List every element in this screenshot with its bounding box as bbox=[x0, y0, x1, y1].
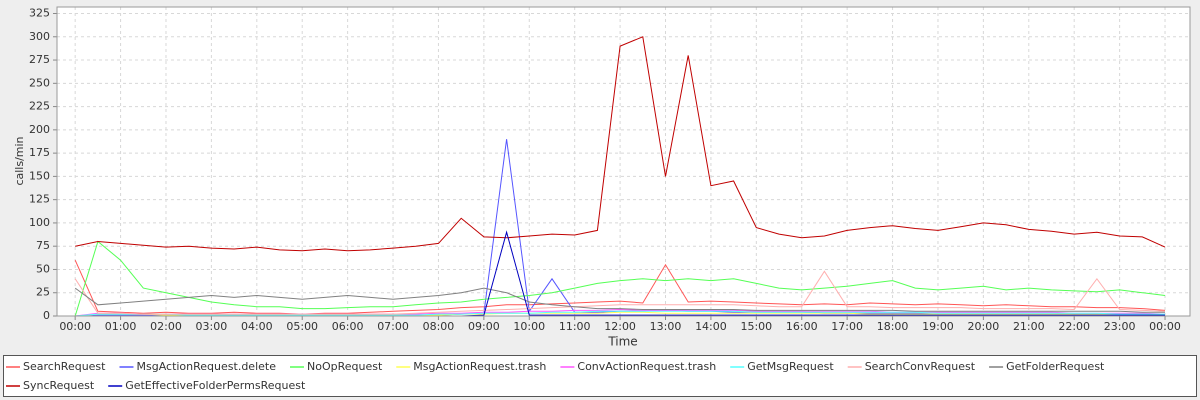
x-tick-label: 23:00 bbox=[1104, 320, 1136, 333]
x-tick-label: 11:00 bbox=[559, 320, 591, 333]
x-tick-label: 21:00 bbox=[1013, 320, 1045, 333]
x-tick-label: 00:00 bbox=[59, 320, 91, 333]
legend-label: GetFolderRequest bbox=[1006, 360, 1105, 373]
plot-border bbox=[56, 6, 1191, 317]
legend-label: GetEffectiveFolderPermsRequest bbox=[125, 379, 306, 392]
x-tick-label: 14:00 bbox=[695, 320, 727, 333]
legend-box bbox=[3, 355, 1197, 397]
x-tick-label: 04:00 bbox=[241, 320, 273, 333]
y-tick-label: 275 bbox=[29, 53, 50, 66]
x-tick-label: 15:00 bbox=[740, 320, 772, 333]
x-tick-label: 08:00 bbox=[423, 320, 455, 333]
x-tick-label: 18:00 bbox=[877, 320, 909, 333]
x-tick-label: 13:00 bbox=[650, 320, 682, 333]
x-tick-label: 12:00 bbox=[604, 320, 636, 333]
x-tick-label: 10:00 bbox=[513, 320, 545, 333]
x-axis-label: Time bbox=[607, 335, 637, 349]
x-tick-label: 20:00 bbox=[968, 320, 1000, 333]
x-tick-label: 17:00 bbox=[831, 320, 863, 333]
x-tick-label: 22:00 bbox=[1058, 320, 1090, 333]
legend-label: SearchConvRequest bbox=[865, 360, 976, 373]
x-tick-label: 06:00 bbox=[332, 320, 364, 333]
series-line bbox=[75, 36, 1166, 252]
x-tick-label: 02:00 bbox=[150, 320, 182, 333]
y-tick-label: 100 bbox=[29, 216, 50, 229]
x-tick-label: 07:00 bbox=[377, 320, 409, 333]
y-tick-label: 200 bbox=[29, 123, 50, 136]
plot-area bbox=[56, 6, 1191, 317]
legend-label: ConvActionRequest.trash bbox=[577, 360, 716, 373]
legend-label: SearchRequest bbox=[23, 360, 106, 373]
y-tick-label: 225 bbox=[29, 100, 50, 113]
legend-label: SyncRequest bbox=[23, 379, 95, 392]
y-tick-label: 50 bbox=[36, 262, 50, 275]
y-tick-label: 125 bbox=[29, 193, 50, 206]
legend-label: GetMsgRequest bbox=[747, 360, 834, 373]
y-tick-label: 150 bbox=[29, 169, 50, 182]
y-axis-label: calls/min bbox=[13, 136, 26, 185]
y-tick-label: 0 bbox=[43, 309, 50, 322]
series-line bbox=[74, 240, 1166, 317]
y-tick-label: 300 bbox=[29, 30, 50, 43]
x-tick-label: 16:00 bbox=[786, 320, 818, 333]
legend-label: MsgActionRequest.delete bbox=[136, 360, 276, 373]
y-tick-label: 250 bbox=[29, 76, 50, 89]
y-tick-label: 75 bbox=[36, 239, 50, 252]
x-tick-label: 19:00 bbox=[922, 320, 954, 333]
y-tick-label: 175 bbox=[29, 146, 50, 159]
series-line bbox=[74, 270, 1166, 315]
y-tick-label: 25 bbox=[36, 286, 50, 299]
x-tick-label: 09:00 bbox=[468, 320, 500, 333]
x-tick-label: 03:00 bbox=[196, 320, 228, 333]
legend-label: NoOpRequest bbox=[307, 360, 383, 373]
series-line bbox=[74, 287, 1165, 313]
legend-label: MsgActionRequest.trash bbox=[413, 360, 546, 373]
y-tick-label: 325 bbox=[29, 7, 50, 20]
x-tick-label: 00:00 bbox=[1149, 320, 1181, 333]
x-tick-label: 01:00 bbox=[105, 320, 137, 333]
x-tick-label: 05:00 bbox=[286, 320, 318, 333]
series-line bbox=[75, 310, 1165, 317]
series-line bbox=[74, 259, 1166, 315]
